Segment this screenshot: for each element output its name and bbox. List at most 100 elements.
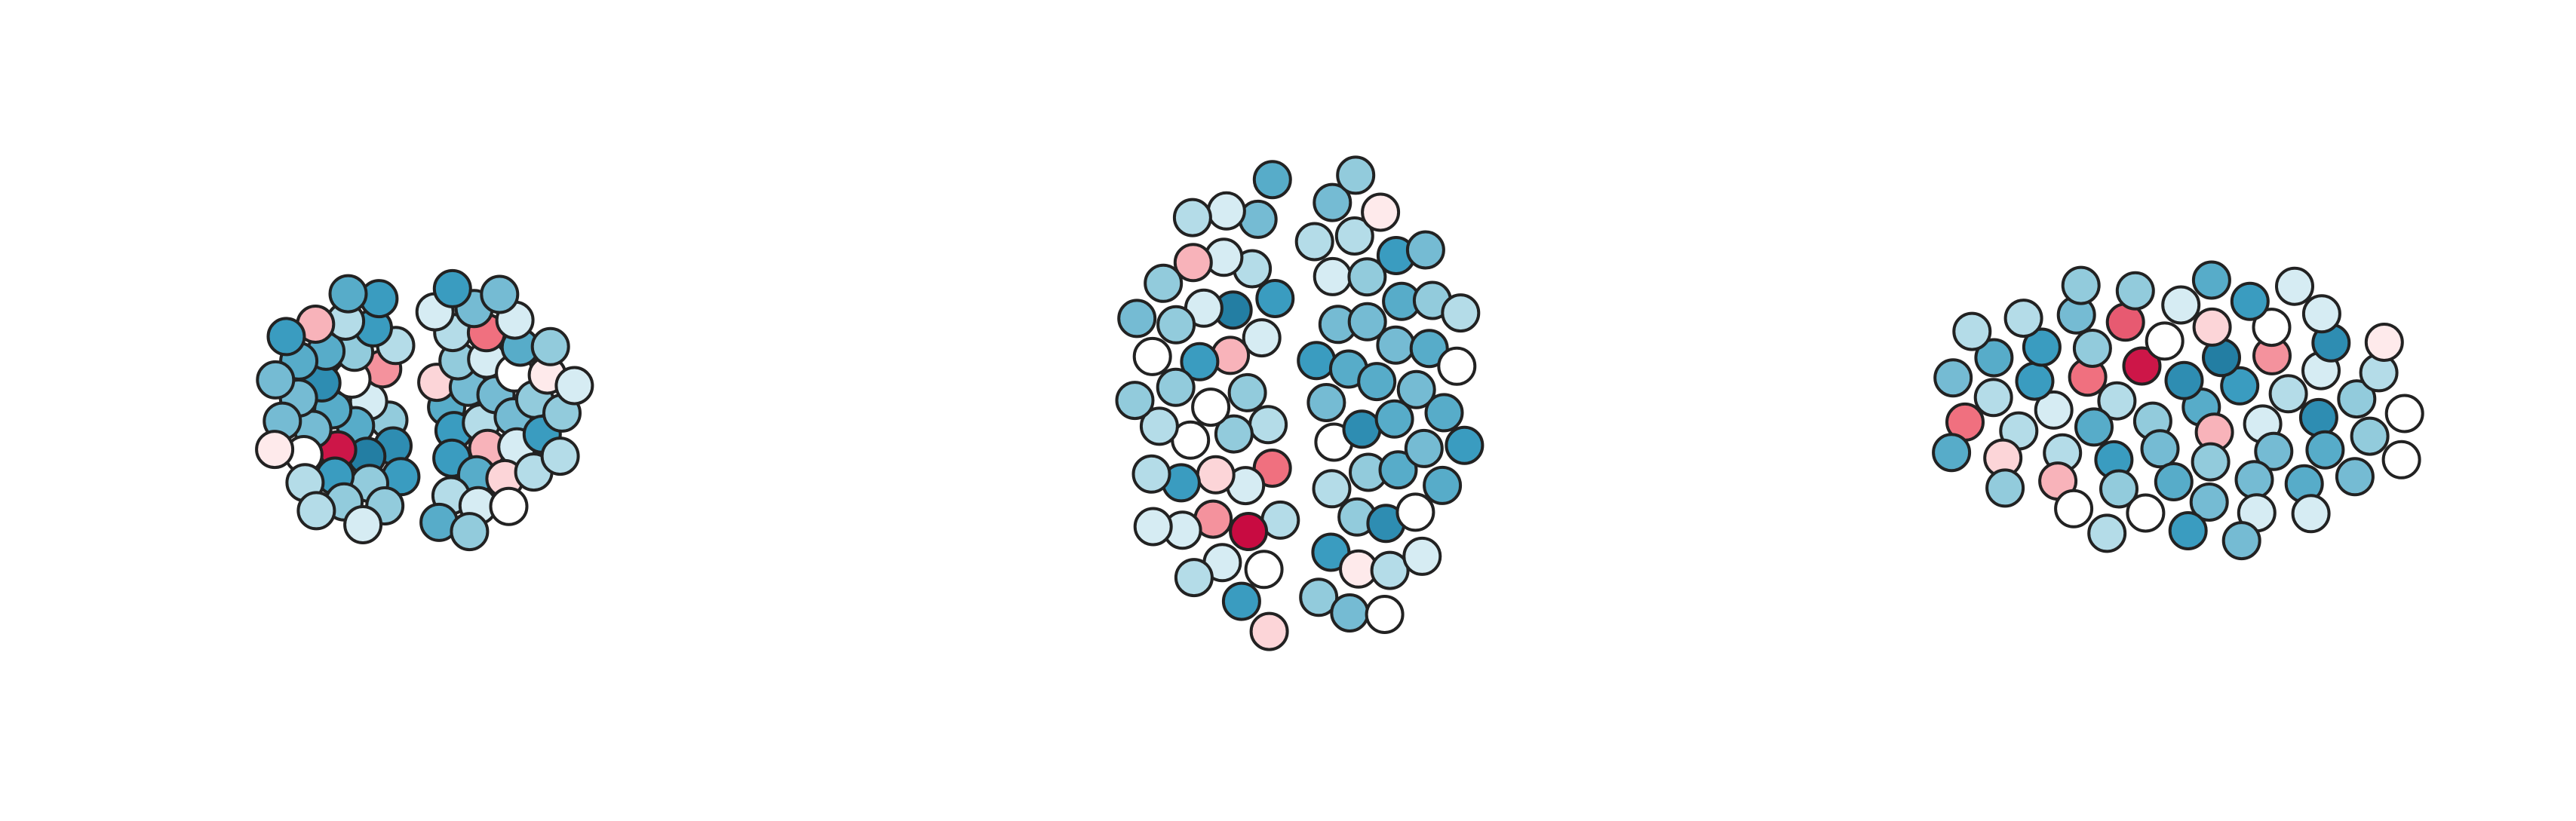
node-marker	[2140, 429, 2180, 469]
node-marker	[1336, 155, 1376, 195]
node-marker	[256, 360, 296, 400]
node-marker	[2168, 511, 2208, 550]
node-marker	[2054, 489, 2094, 528]
node-marker	[2381, 440, 2421, 479]
node-marker	[2087, 513, 2127, 553]
node-marker	[1249, 611, 1289, 651]
node-marker	[2097, 381, 2137, 421]
node-marker	[1191, 388, 1231, 427]
node-marker	[1297, 341, 1337, 381]
node-marker	[1424, 393, 1464, 433]
node-marker	[1933, 358, 1973, 398]
node-marker	[1370, 550, 1410, 590]
node-marker	[2268, 374, 2308, 414]
node-marker	[2220, 366, 2260, 406]
node-marker	[2252, 308, 2292, 348]
node-marker	[2191, 442, 2231, 482]
node-marker	[2254, 431, 2294, 471]
node-marker	[2337, 379, 2377, 419]
node-marker	[1405, 230, 1445, 270]
node-marker	[1342, 409, 1382, 449]
node-marker	[2291, 494, 2331, 534]
node-marker	[1229, 512, 1269, 551]
node-marker	[1404, 428, 1444, 468]
node-marker	[1117, 299, 1157, 339]
node-marker	[266, 317, 306, 357]
node-marker	[1974, 338, 2014, 378]
node-marker	[1313, 182, 1352, 222]
node-marker	[2221, 521, 2261, 561]
node-marker	[1131, 454, 1171, 494]
node-marker	[1985, 468, 2025, 508]
node-marker	[1378, 450, 1418, 490]
node-marker	[2074, 407, 2114, 447]
node-marker	[432, 268, 472, 308]
node-marker	[2161, 285, 2201, 325]
node-marker	[1973, 378, 2013, 418]
node-marker	[2126, 493, 2166, 533]
node-marker	[1361, 192, 1401, 232]
node-marker	[2003, 299, 2043, 339]
node-marker	[1206, 191, 1246, 231]
node-marker	[1395, 492, 1435, 532]
node-marker	[1932, 433, 1972, 473]
node-marker	[2230, 281, 2270, 321]
node-marker	[1409, 329, 1449, 369]
node-marker	[1376, 325, 1416, 365]
node-marker	[343, 505, 383, 544]
node-marker	[2145, 321, 2185, 361]
node-marker	[328, 274, 368, 314]
node-marker	[540, 437, 580, 476]
node-marker	[2015, 361, 2055, 401]
node-marker	[1396, 369, 1436, 409]
node-marker	[255, 430, 295, 470]
node-marker	[1180, 342, 1220, 381]
node-marker	[1365, 595, 1405, 634]
node-marker	[2189, 482, 2229, 522]
node-marker	[1156, 367, 1196, 407]
brain-view	[1932, 260, 2424, 561]
node-marker	[1144, 263, 1184, 303]
node-marker	[1227, 372, 1267, 412]
node-marker	[2234, 460, 2274, 500]
node-marker	[2384, 394, 2424, 433]
node-marker	[1357, 362, 1397, 402]
node-marker	[2099, 469, 2138, 509]
node-marker	[296, 491, 336, 531]
node-marker	[1347, 302, 1387, 342]
node-marker	[2122, 346, 2162, 386]
node-marker	[1334, 216, 1374, 256]
node-marker	[1330, 593, 1370, 633]
node-marker	[1445, 425, 1485, 465]
node-marker	[2072, 329, 2112, 368]
node-marker	[1133, 507, 1173, 547]
node-marker	[1242, 318, 1282, 358]
node-marker	[1173, 243, 1213, 283]
node-marker	[1312, 469, 1352, 509]
node-marker	[1115, 381, 1155, 421]
node-marker	[2191, 260, 2231, 300]
node-marker	[1313, 256, 1352, 296]
node-marker	[2034, 390, 2074, 430]
node-marker	[2298, 397, 2338, 437]
node-marker	[480, 274, 520, 314]
node-marker	[2154, 462, 2194, 501]
node-marker	[2192, 307, 2232, 347]
node-marker	[2335, 457, 2375, 497]
node-marker	[1252, 160, 1292, 200]
node-marker	[554, 366, 594, 406]
node-marker	[2061, 265, 2101, 305]
node-marker	[1139, 406, 1179, 446]
node-marker	[1172, 198, 1212, 237]
node-marker	[1255, 279, 1295, 318]
node-marker	[1402, 536, 1442, 576]
node-marker	[530, 326, 570, 366]
brain-view	[255, 268, 594, 552]
node-marker	[2022, 327, 2062, 367]
node-marker	[1374, 399, 1414, 439]
node-marker	[2305, 430, 2345, 470]
node-marker	[2301, 294, 2341, 334]
brain-view	[1115, 155, 1485, 651]
node-marker	[1441, 293, 1481, 333]
